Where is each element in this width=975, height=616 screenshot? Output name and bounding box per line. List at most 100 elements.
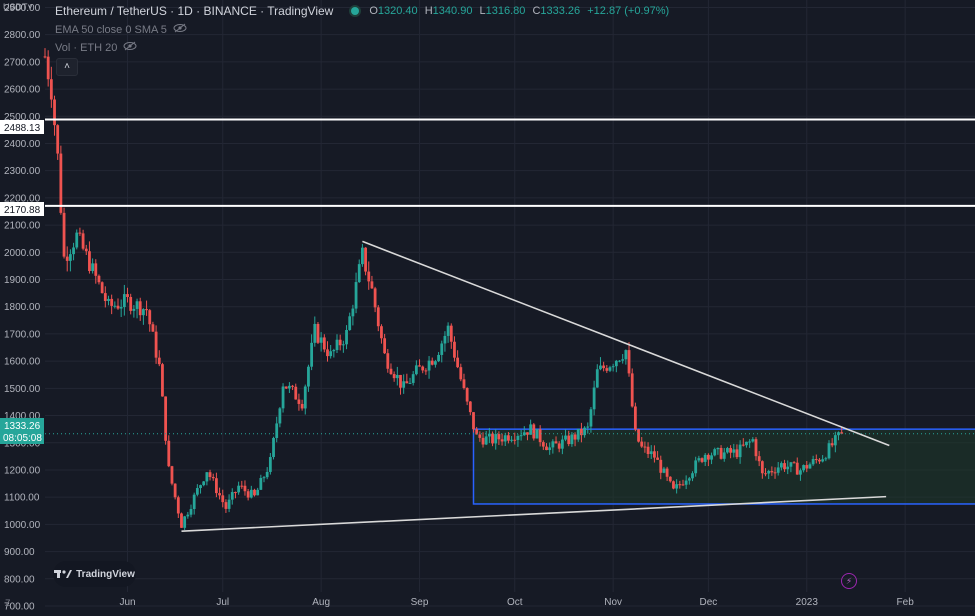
candle-body [475,429,479,435]
tradingview-logo[interactable]: TradingView [53,561,136,587]
candle-body [446,325,450,336]
lightning-icon[interactable]: ⚡ [841,573,857,589]
price-tick-label: 2700.00 [4,57,41,68]
candle-body [88,251,91,272]
candle-body [633,406,637,430]
legend-header: Ethereum / TetherUS · 1D · BINANCE · Tra… [55,3,673,19]
candle-body [703,454,707,462]
candle-body [284,386,288,389]
candle-body [627,350,631,374]
candle-body [138,301,142,316]
candle-body [564,435,567,440]
candle-body [754,439,758,457]
candle-body [453,341,456,358]
candle-body [300,403,304,409]
indicator-volume[interactable]: Vol · ETH 20 [55,41,137,54]
candle-body [97,275,101,283]
symbol-title[interactable]: Ethereum / TetherUS · 1D · BINANCE · Tra… [55,4,334,18]
candle-body [161,364,164,397]
candle-body [827,443,831,459]
time-axis[interactable]: Jun Jul Aug Sep Oct Nov Dec 2023 Feb [119,597,914,608]
candle-body [513,439,517,441]
candle-body [307,366,310,387]
candle-body [640,441,644,447]
candle-body [313,323,317,343]
candle-body [675,484,679,489]
indicator-ema[interactable]: EMA 50 close 0 SMA 5 [55,23,187,36]
candle-body [234,492,237,494]
eye-hidden-icon[interactable] [173,23,187,36]
collapse-legend-button[interactable]: ˄ [56,58,78,76]
low-label: L [479,5,486,17]
candle-body [586,426,590,428]
level-2-label: 2170.88 [4,205,41,216]
candle-body [573,434,577,440]
price-tick-label: 800.00 [4,574,35,585]
candle-body [459,367,463,380]
time-tick-label: Aug [312,597,330,608]
candle-body [214,478,218,494]
candle-body [529,424,533,435]
horizontal-lines[interactable] [45,118,975,435]
candle-body [551,441,555,448]
high-label: H [424,5,433,17]
candle-body [808,464,812,469]
candle-body [611,366,615,368]
candle-body [773,472,777,474]
candle-body [81,233,85,249]
candle-body [691,473,694,479]
candle-body [116,305,120,309]
candle-body [53,99,56,126]
candle-body [487,433,491,437]
candle-body [170,466,174,484]
candle-body [494,434,498,444]
candle-body [348,316,352,330]
candle-body [802,465,806,471]
current-price-label: 1333.26 [4,421,41,432]
candle-body [376,307,380,327]
candle-body [840,432,844,434]
candle-body [281,386,285,409]
trendlines[interactable] [181,240,890,532]
candle-body [779,463,783,468]
eye-hidden-icon[interactable] [123,41,137,54]
candle-body [62,212,66,257]
candle-body [599,365,602,370]
candle-body [94,263,98,276]
level-1-label: 2488.13 [4,123,41,134]
tradingview-mark-icon [54,570,73,578]
candle-body [624,350,628,360]
candle-body [789,462,793,467]
candle-body [189,509,193,515]
candle-body [395,374,399,379]
chevron-up-icon: ˄ [64,61,70,72]
candle-body [46,56,50,80]
candle-body [618,360,621,362]
candle-body [240,485,244,487]
candle-body [437,354,440,362]
candle-body [605,368,609,371]
time-tick-label: Dec [699,597,717,608]
candle-body [681,484,685,486]
price-axis[interactable]: 2900.00 2800.00 2700.00 2600.00 2500.00 2400.… [0,0,45,616]
candle-body [554,441,558,444]
candle-body [548,447,552,451]
candle-body [719,447,723,459]
candle-body [668,476,672,482]
candle-body [497,434,501,440]
candle-body [592,387,596,410]
candle-body [710,455,713,460]
candle-body [237,485,241,493]
price-labels: 2488.13 2170.88 1333.26 08:05:08 [0,120,44,444]
candle-body [341,344,345,346]
candle-body [545,446,548,451]
candle-body [84,248,88,252]
low-value: 1316.80 [485,5,526,17]
candle-body [757,456,761,462]
candle-body [837,432,840,436]
currency-dropdown[interactable]: USDT˅ [3,2,33,12]
candle-body [56,125,60,154]
range-box[interactable] [472,428,975,505]
